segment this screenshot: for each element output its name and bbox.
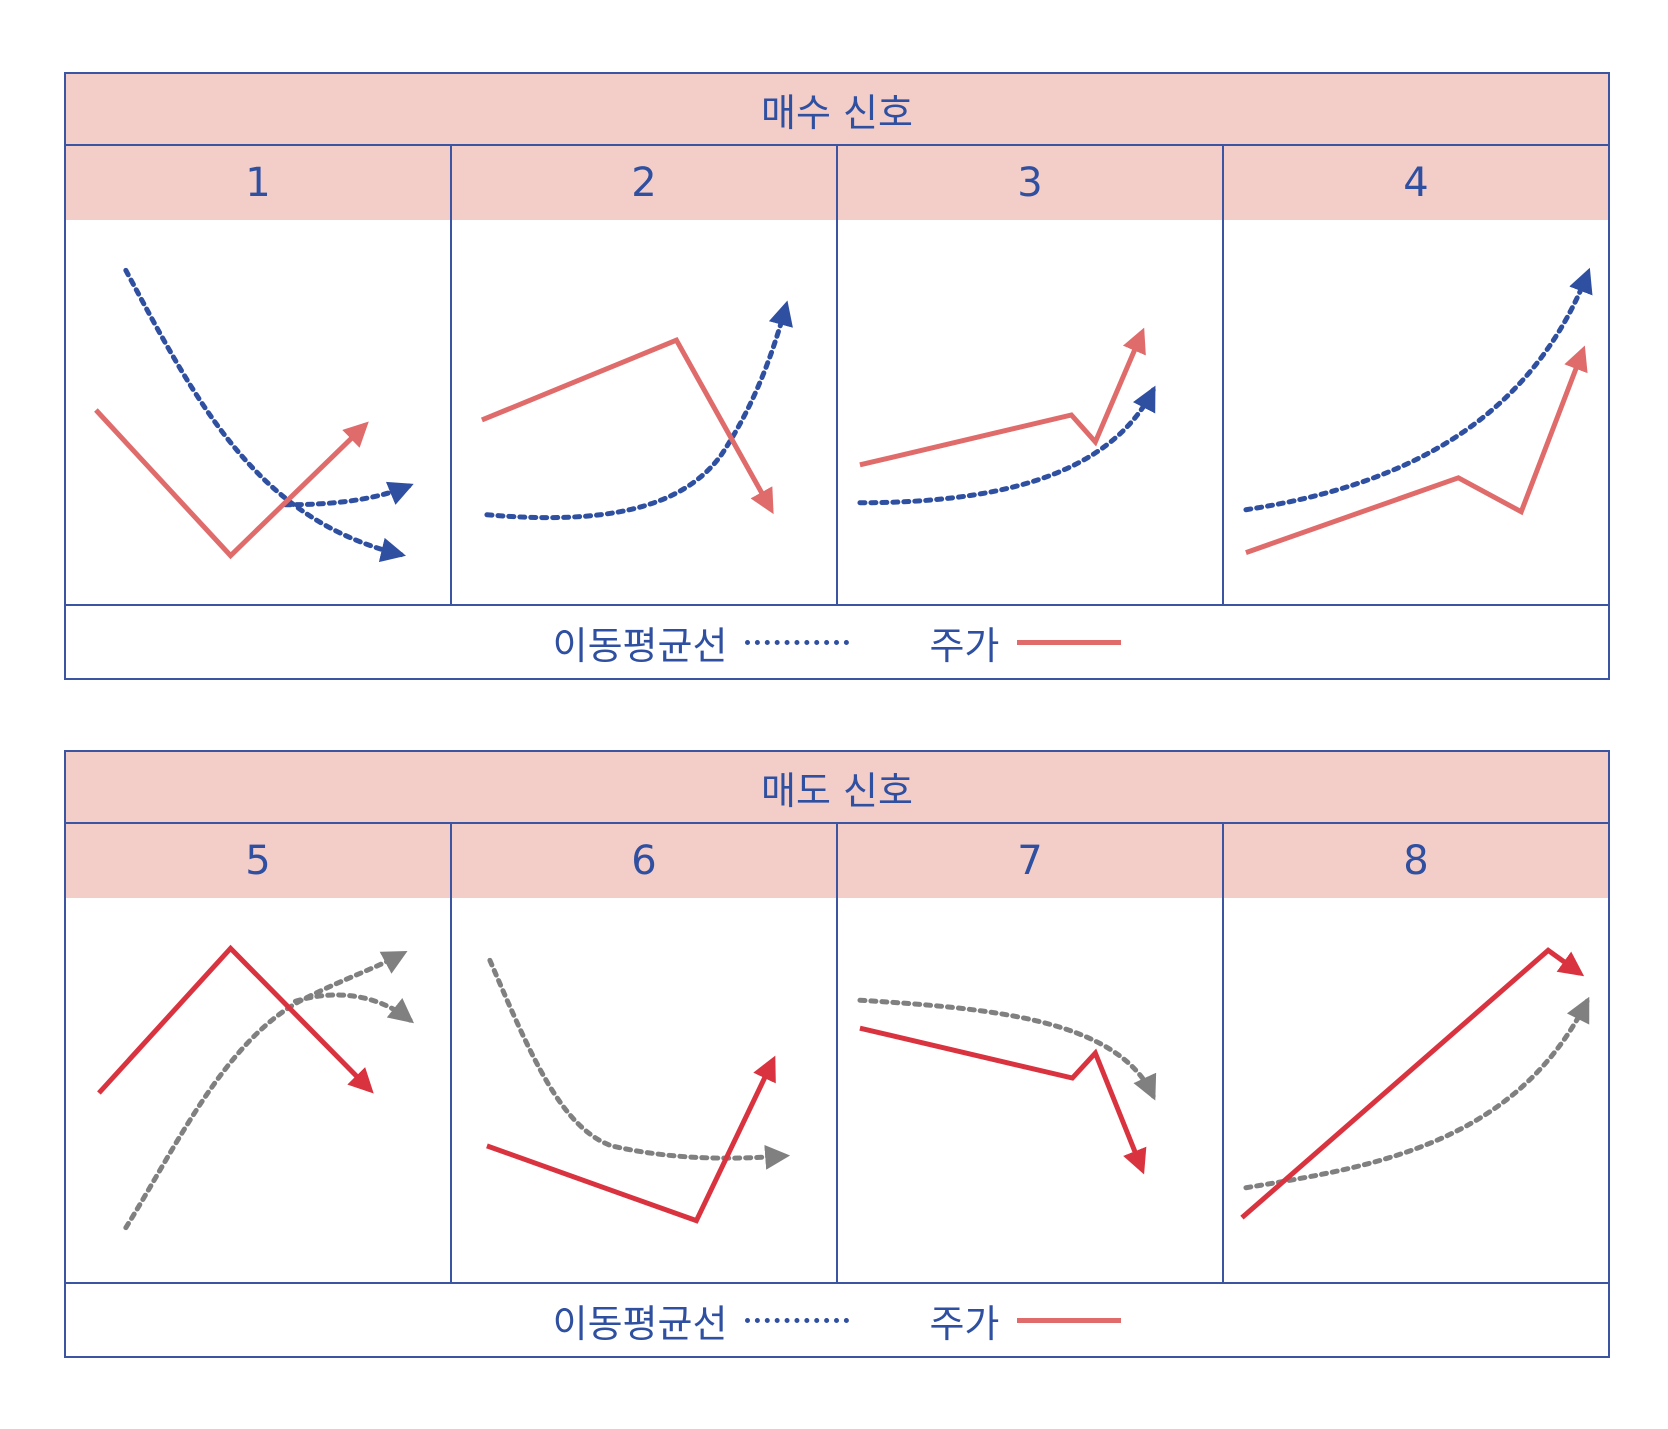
sell-legend: 이동평균선 주가 (66, 1282, 1608, 1356)
stock-price-line (486, 1055, 776, 1224)
moving-average-line (1243, 996, 1590, 1191)
moving-average-line-down (292, 992, 414, 1024)
moving-average-line (487, 957, 791, 1170)
signal-diagram-6 (486, 957, 791, 1224)
signal-label-8: 8 (1224, 824, 1608, 898)
stock-price-line (1240, 947, 1585, 1220)
buy-signal-cells: 1 2 3 (66, 146, 1608, 604)
moving-average-line (484, 300, 793, 521)
sell-signal-title: 매도 신호 (66, 752, 1608, 824)
signal-diagram-4 (1243, 267, 1593, 555)
signal-cell-2: 2 (452, 146, 838, 604)
moving-average-line-up (123, 950, 408, 1231)
signal-cell-1: 1 (66, 146, 452, 604)
moving-average-line-down (123, 267, 406, 563)
legend-price-label: 주가 (929, 623, 1000, 668)
signal-diagram-1 (94, 267, 414, 563)
legend-price-swatch (1017, 1317, 1122, 1323)
stock-price-line (94, 408, 369, 560)
legend-ma-label: 이동평균선 (552, 1301, 728, 1346)
legend-ma-swatch (745, 1317, 850, 1323)
signal-cell-5: 5 (66, 824, 452, 1282)
stock-price-line (859, 1025, 1147, 1175)
stock-price-line (97, 944, 374, 1095)
buy-signal-title: 매수 신호 (66, 74, 1608, 146)
legend-ma-swatch (745, 639, 850, 645)
legend-price-swatch (1017, 639, 1122, 645)
signal-label-3: 3 (838, 146, 1222, 220)
signal-cell-4: 4 (1224, 146, 1608, 604)
legend-ma-label: 이동평균선 (552, 623, 728, 668)
sell-signal-cells: 5 6 7 (66, 824, 1608, 1282)
signal-diagram-2 (480, 300, 793, 521)
signal-label-6: 6 (452, 824, 836, 898)
signal-label-5: 5 (66, 824, 450, 898)
signal-diagram-8 (1240, 947, 1590, 1220)
signal-cell-6: 6 (452, 824, 838, 1282)
stock-price-line (859, 327, 1146, 468)
signal-label-1: 1 (66, 146, 450, 220)
signal-label-2: 2 (452, 146, 836, 220)
sell-signal-panel: 매도 신호 5 6 (64, 750, 1610, 1358)
stock-price-line (1245, 345, 1588, 555)
signal-cell-3: 3 (838, 146, 1224, 604)
legend-price-label: 주가 (929, 1301, 1000, 1346)
signal-diagram-7 (857, 997, 1157, 1175)
signal-label-7: 7 (838, 824, 1222, 898)
stock-price-line (480, 337, 774, 515)
signal-label-4: 4 (1224, 146, 1608, 220)
moving-average-line (857, 997, 1157, 1101)
moving-average-line (857, 385, 1156, 506)
signal-diagram-3 (857, 327, 1156, 506)
signal-diagram-5 (97, 944, 414, 1231)
moving-average-line (1243, 267, 1593, 513)
moving-average-line-up (282, 481, 414, 508)
buy-signal-panel: 매수 신호 1 2 (64, 72, 1610, 680)
signal-cell-7: 7 (838, 824, 1224, 1282)
signal-cell-8: 8 (1224, 824, 1608, 1282)
buy-legend: 이동평균선 주가 (66, 604, 1608, 678)
